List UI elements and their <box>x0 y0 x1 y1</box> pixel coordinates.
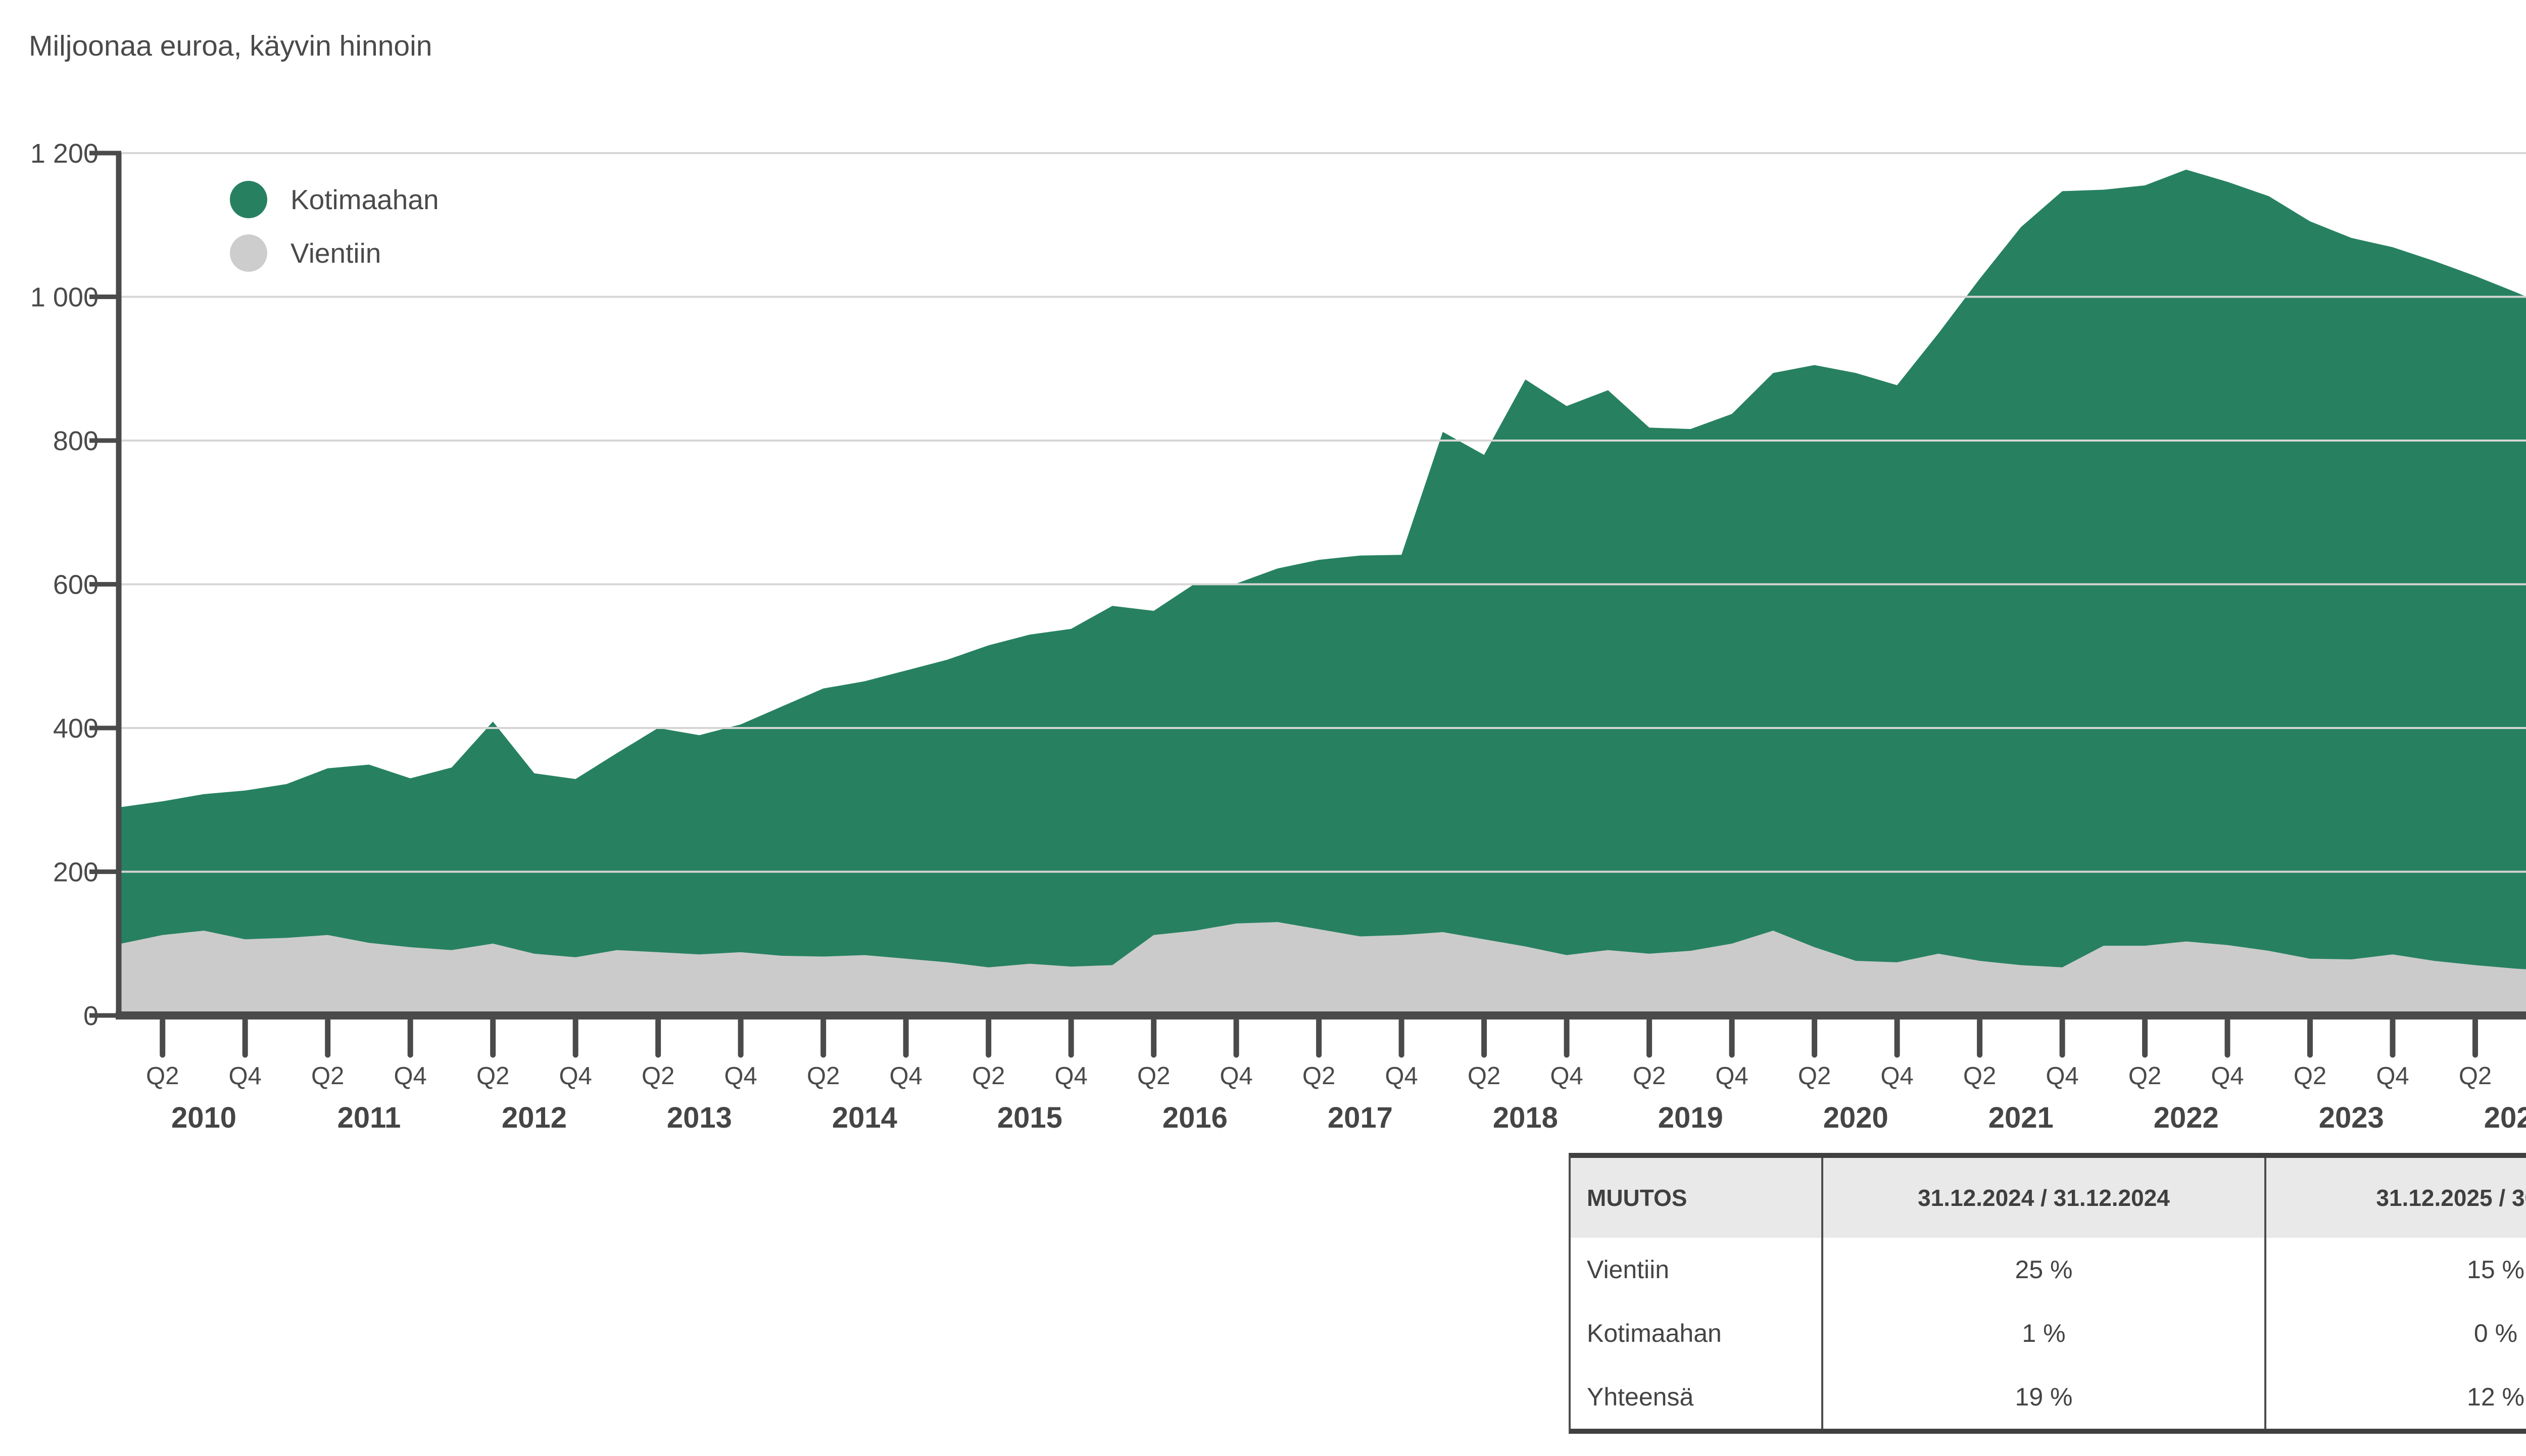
x-axis-ticks <box>160 1017 2478 1058</box>
svg-text:2021: 2021 <box>1988 1101 2054 1134</box>
svg-text:Q2: Q2 <box>1633 1062 1666 1090</box>
table-row-label: Kotimaahan <box>1571 1301 1823 1365</box>
svg-text:2023: 2023 <box>2319 1101 2384 1134</box>
svg-text:2012: 2012 <box>502 1101 567 1134</box>
svg-text:Q4: Q4 <box>1550 1062 1583 1090</box>
svg-text:Q2: Q2 <box>2459 1062 2492 1090</box>
svg-text:Q2: Q2 <box>476 1062 509 1090</box>
table-header-muutos: MUUTOS <box>1571 1158 1823 1238</box>
muutos-table: MUUTOS 31.12.2024 / 31.12.2024 31.12.202… <box>1569 1153 2526 1434</box>
table-cell: 15 % <box>2467 1255 2524 1284</box>
svg-text:Q2: Q2 <box>642 1062 674 1090</box>
svg-text:2020: 2020 <box>1823 1101 1888 1134</box>
table-header-period2: 31.12.2025 / 30.9.2025 <box>2266 1158 2526 1238</box>
svg-text:Q4: Q4 <box>2211 1062 2244 1090</box>
svg-text:2024: 2024 <box>2484 1101 2526 1134</box>
svg-text:Q4: Q4 <box>2376 1062 2409 1090</box>
svg-text:2010: 2010 <box>171 1101 236 1134</box>
svg-text:Q4: Q4 <box>2046 1062 2078 1090</box>
svg-text:2014: 2014 <box>832 1101 897 1134</box>
svg-text:Q4: Q4 <box>1220 1062 1252 1090</box>
vientiin-area <box>121 922 2526 1015</box>
legend-item-vientiin: Vientiin <box>230 234 439 272</box>
svg-text:Q2: Q2 <box>1137 1062 1170 1090</box>
table-cell: 25 % <box>1823 1238 2266 1301</box>
svg-text:Q2: Q2 <box>1798 1062 1831 1090</box>
svg-text:Q2: Q2 <box>2128 1062 2161 1090</box>
svg-text:400: 400 <box>53 713 99 744</box>
y-tick-labels: 0 200 400 600 800 1 000 1 200 <box>30 138 99 1031</box>
svg-text:1 200: 1 200 <box>30 138 99 169</box>
legend-item-kotimaahan: Kotimaahan <box>230 181 439 218</box>
svg-text:Q4: Q4 <box>1880 1062 1913 1090</box>
svg-text:Q4: Q4 <box>559 1062 592 1090</box>
table-header-period1: 31.12.2024 / 31.12.2024 <box>1823 1158 2266 1238</box>
table-cell: 1 % <box>1823 1301 2266 1365</box>
svg-text:2015: 2015 <box>997 1101 1062 1134</box>
svg-text:2011: 2011 <box>337 1101 401 1134</box>
svg-text:2013: 2013 <box>667 1101 732 1134</box>
table-cell: 0 % <box>2473 1319 2518 1347</box>
kotimaahan-dot-icon <box>230 181 267 218</box>
svg-text:Q2: Q2 <box>311 1062 344 1090</box>
svg-text:Q4: Q4 <box>1385 1062 1418 1090</box>
svg-text:Q2: Q2 <box>2294 1062 2326 1090</box>
kotimaahan-area <box>121 169 2526 1015</box>
page-title: Miljoonaa euroa, käyvin hinnoin <box>29 30 432 62</box>
svg-text:2017: 2017 <box>1328 1101 1393 1134</box>
svg-text:Q4: Q4 <box>1055 1062 1088 1090</box>
legend: Kotimaahan Vientiin <box>230 181 439 288</box>
year-labels: 2010 2011 2012 2013 2014 2015 2016 2017 2018 2019… <box>171 1101 2526 1134</box>
gridlines <box>121 152 2526 873</box>
svg-text:Q4: Q4 <box>890 1062 922 1090</box>
svg-text:Q2: Q2 <box>1468 1062 1500 1090</box>
svg-text:2019: 2019 <box>1658 1101 1723 1134</box>
svg-text:2016: 2016 <box>1162 1101 1228 1134</box>
legend-label: Vientiin <box>290 237 381 269</box>
svg-text:600: 600 <box>53 570 99 600</box>
svg-text:Q2: Q2 <box>972 1062 1005 1090</box>
table-row-label: Vientiin <box>1571 1238 1823 1301</box>
svg-text:800: 800 <box>53 426 99 456</box>
table-cell: 12 % <box>2467 1383 2524 1411</box>
svg-text:Q2: Q2 <box>146 1062 179 1090</box>
svg-text:Q4: Q4 <box>229 1062 262 1090</box>
table-row-label: Yhteensä <box>1571 1365 1823 1429</box>
svg-text:0: 0 <box>83 1001 99 1031</box>
svg-text:Q2: Q2 <box>807 1062 840 1090</box>
svg-text:Q2: Q2 <box>1963 1062 1996 1090</box>
table-cell: 19 % <box>1823 1365 2266 1429</box>
svg-text:1 000: 1 000 <box>30 282 99 313</box>
svg-text:2022: 2022 <box>2154 1101 2219 1134</box>
svg-text:Q4: Q4 <box>1715 1062 1748 1090</box>
svg-text:Q4: Q4 <box>724 1062 757 1090</box>
svg-text:Q4: Q4 <box>394 1062 427 1090</box>
svg-text:200: 200 <box>53 857 99 888</box>
x-tick-labels: Q2 Q4 Q2 Q4 Q2 Q4 Q2 Q4 Q2 Q4 Q2 Q4 Q2 Q4 Q2 Q4 Q2 Q4 Q2 Q4… <box>146 1062 2492 1090</box>
legend-label: Kotimaahan <box>290 184 439 215</box>
vientiin-dot-icon <box>230 234 267 272</box>
svg-text:Q2: Q2 <box>1302 1062 1335 1090</box>
svg-text:2018: 2018 <box>1493 1101 1558 1134</box>
